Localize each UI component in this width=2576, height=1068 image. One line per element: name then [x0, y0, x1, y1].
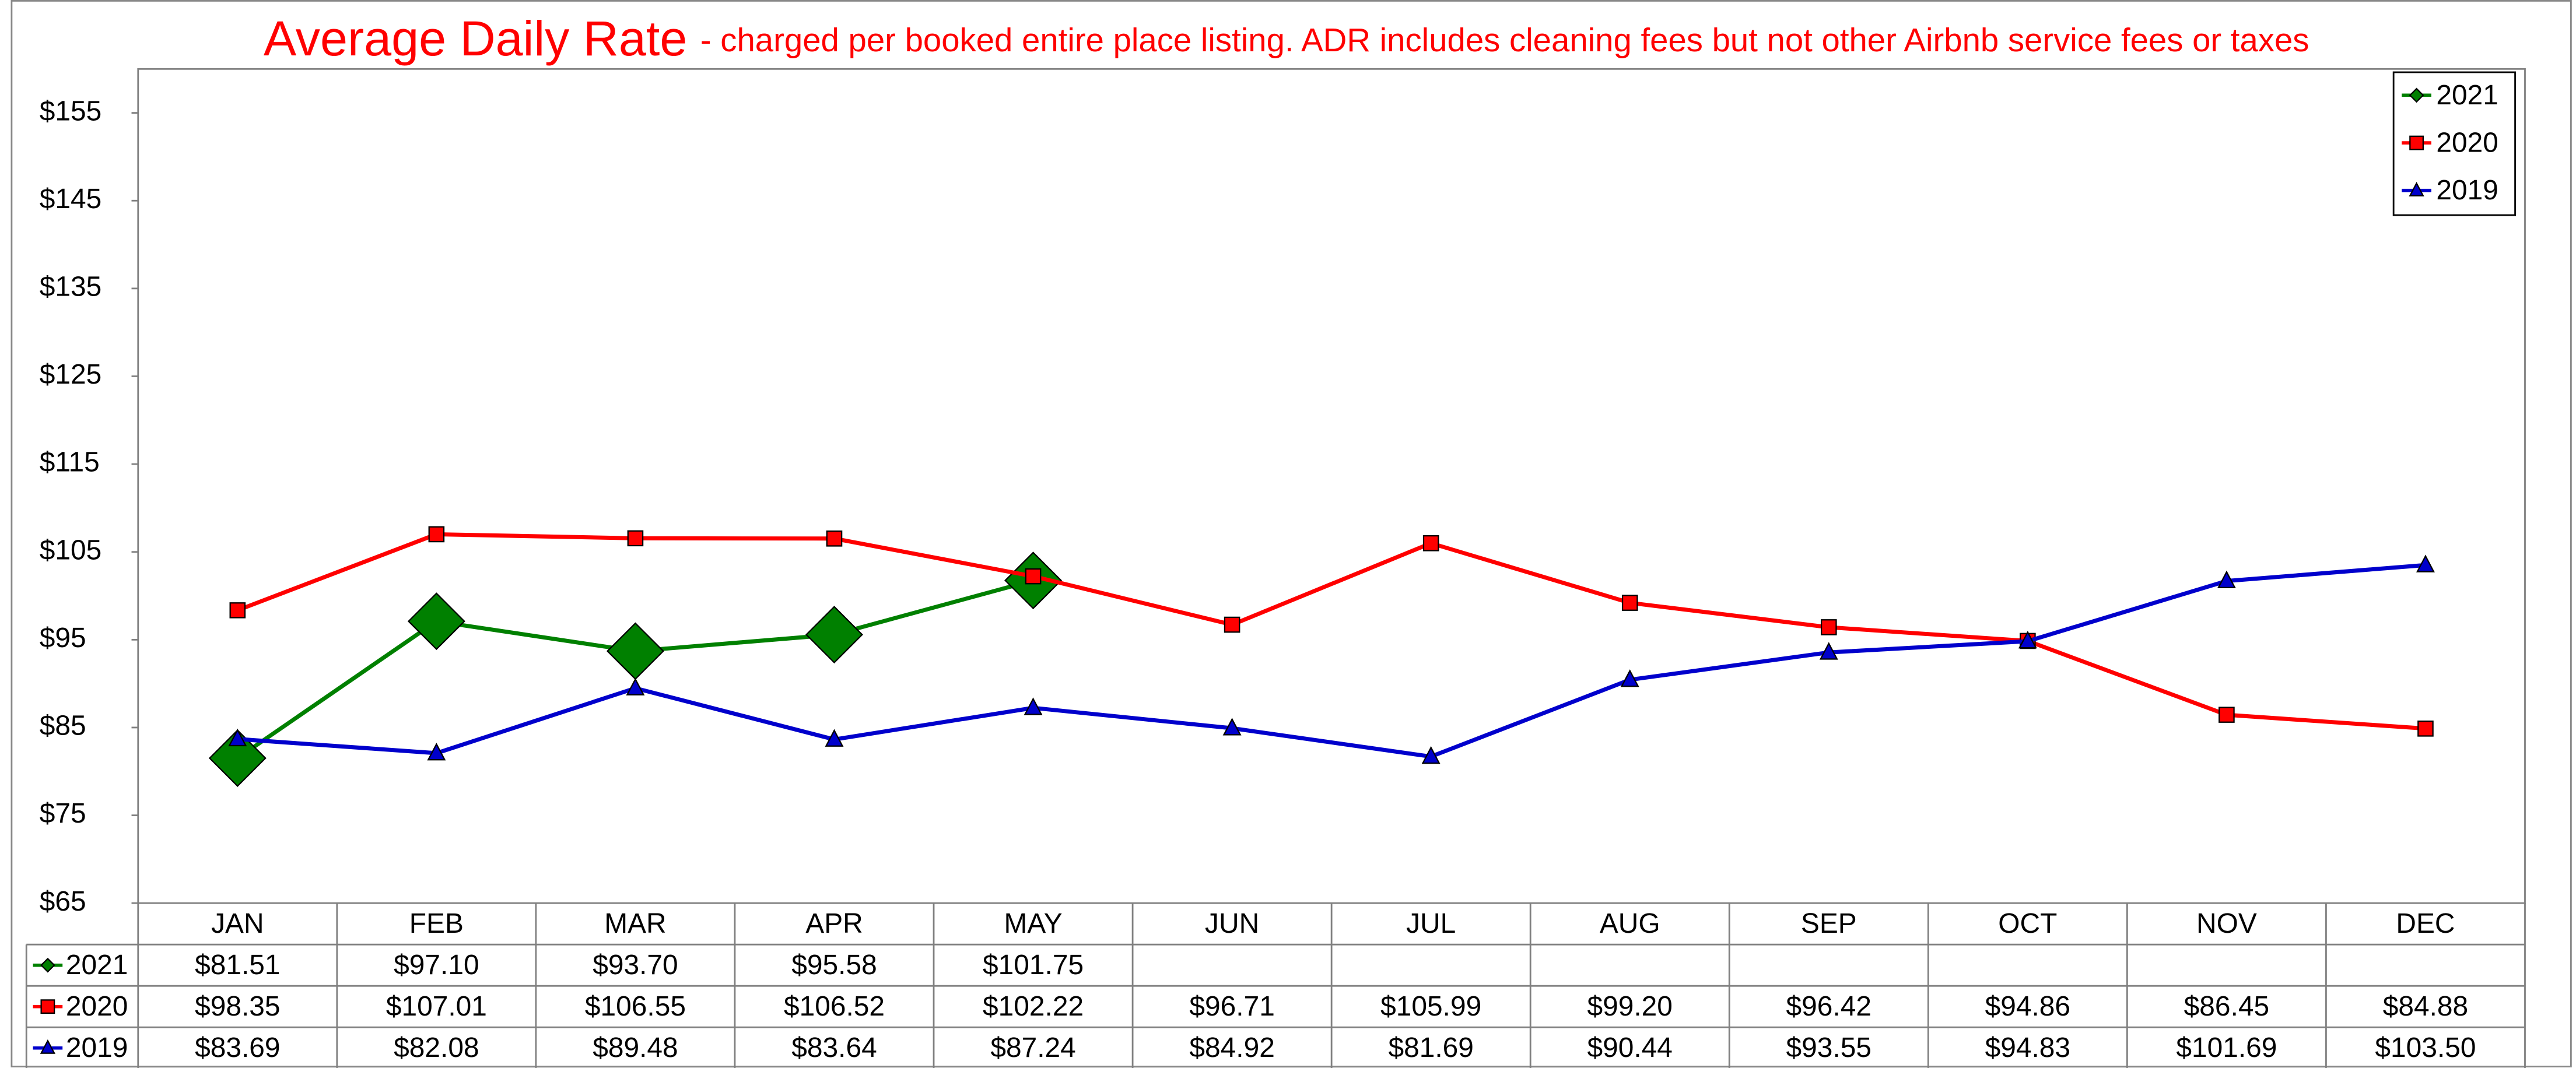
- table-legend-marker: [40, 1039, 56, 1054]
- table-value: $96.42: [1786, 991, 1871, 1022]
- data-point: [2018, 630, 2037, 649]
- table-legend-marker: [40, 957, 55, 973]
- data-point: [1819, 642, 1838, 660]
- x-tick-label: JAN: [211, 908, 264, 939]
- y-tick-label: $95: [40, 623, 86, 654]
- y-tick-label: $105: [40, 535, 102, 565]
- data-point: [805, 606, 863, 664]
- data-point: [1820, 619, 1837, 635]
- legend-label: 2019: [2436, 175, 2498, 206]
- data-point: [1422, 535, 1439, 551]
- chart-frame: [10, 0, 2572, 1067]
- data-point: [825, 729, 844, 747]
- data-point: [2218, 707, 2235, 723]
- data-point: [826, 531, 843, 547]
- series-line: [237, 563, 2426, 759]
- table-value: $86.45: [2184, 991, 2269, 1022]
- data-point: [208, 729, 267, 788]
- x-tick-label: JUL: [1406, 908, 1456, 939]
- series-line: [237, 532, 2426, 731]
- data-point: [1025, 568, 1042, 585]
- y-tick-label: $155: [40, 96, 102, 127]
- table-value: $83.69: [195, 1032, 280, 1063]
- data-point: [229, 602, 246, 619]
- y-tick-label: $75: [40, 798, 86, 829]
- table-value: $106.55: [585, 991, 686, 1022]
- table-value: $101.75: [983, 950, 1084, 981]
- data-point: [228, 728, 247, 747]
- table-value: $87.24: [990, 1032, 1075, 1063]
- table-value: $81.51: [195, 950, 280, 981]
- table-value: $105.99: [1380, 991, 1481, 1022]
- table-value: $95.58: [791, 950, 877, 981]
- legend-marker: [2409, 135, 2424, 150]
- x-tick-label: FEB: [409, 908, 464, 939]
- data-point: [626, 677, 645, 695]
- y-tick-label: $85: [40, 711, 86, 742]
- legend-label: 2021: [2436, 80, 2498, 111]
- table-legend-marker: [40, 999, 55, 1014]
- y-tick-label: $65: [40, 886, 86, 917]
- data-point: [1621, 595, 1638, 611]
- table-value: $102.22: [983, 991, 1084, 1022]
- table-value: $99.20: [1587, 991, 1673, 1022]
- table-value: $96.71: [1189, 991, 1274, 1022]
- x-tick-label: SEP: [1801, 908, 1857, 939]
- data-point: [1421, 746, 1441, 764]
- chart-subtitle: - charged per booked entire place listin…: [700, 22, 2309, 58]
- table-value: $83.64: [791, 1032, 877, 1063]
- table-row-label: 2020: [66, 991, 128, 1022]
- x-tick-label: DEC: [2396, 908, 2455, 939]
- data-point: [1224, 616, 1240, 633]
- x-tick-label: APR: [805, 908, 863, 939]
- data-point: [428, 526, 445, 543]
- data-point: [2217, 570, 2236, 588]
- table-value: $98.35: [195, 991, 280, 1022]
- data-point: [2417, 720, 2434, 737]
- table-value: $84.92: [1189, 1032, 1274, 1063]
- table-value: $97.10: [394, 950, 479, 981]
- y-tick-label: $125: [40, 359, 102, 390]
- table-value: $94.86: [1985, 991, 2070, 1022]
- data-point: [627, 530, 644, 547]
- table-value: $84.88: [2383, 991, 2468, 1022]
- table-value: $103.50: [2375, 1032, 2476, 1063]
- y-tick-label: $115: [40, 447, 100, 478]
- table-value: $93.70: [593, 950, 678, 981]
- table-row-label: 2021: [66, 950, 128, 981]
- data-point: [1024, 697, 1043, 715]
- table-value: $81.69: [1388, 1032, 1473, 1063]
- chart-title: Average Daily Rate: [264, 12, 687, 66]
- data-point: [1620, 669, 1639, 687]
- x-tick-label: OCT: [1998, 908, 2057, 939]
- x-tick-label: JUN: [1205, 908, 1259, 939]
- data-point: [427, 743, 446, 761]
- data-point: [407, 592, 465, 651]
- table-value: $107.01: [386, 991, 487, 1022]
- table-value: $82.08: [394, 1032, 479, 1063]
- table-value: $90.44: [1587, 1032, 1673, 1063]
- legend-marker: [2409, 181, 2424, 196]
- table-value: $106.52: [784, 991, 885, 1022]
- x-tick-label: MAY: [1004, 908, 1062, 939]
- data-point: [1222, 718, 1242, 736]
- x-tick-label: MAR: [604, 908, 666, 939]
- table-row-label: 2019: [66, 1032, 128, 1063]
- x-tick-label: NOV: [2196, 908, 2257, 939]
- chart-heading: Average Daily Rate - charged per booked e…: [264, 12, 2309, 66]
- legend-marker: [2409, 87, 2424, 103]
- table-value: $101.69: [2176, 1032, 2277, 1063]
- table-value: $89.48: [593, 1032, 678, 1063]
- y-tick-label: $135: [40, 271, 102, 302]
- table-value: $94.83: [1985, 1032, 2070, 1063]
- y-tick-label: $145: [40, 184, 102, 215]
- table-value: $93.55: [1786, 1032, 1871, 1063]
- legend-label: 2020: [2436, 128, 2498, 159]
- data-point: [2416, 554, 2435, 572]
- x-tick-label: AUG: [1600, 908, 1660, 939]
